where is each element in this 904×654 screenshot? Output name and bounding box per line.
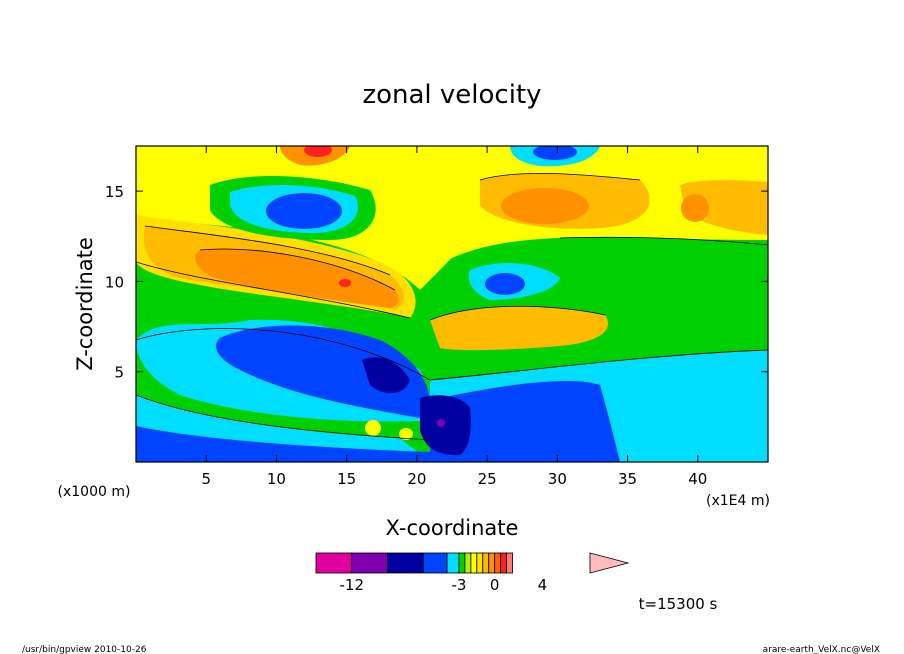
y-tick-label: 10 [105, 273, 124, 291]
blue-mid-lower [216, 325, 431, 420]
footer-right: arare-earth_VelX.nc@VelX [763, 645, 880, 654]
orange-east-spot [681, 194, 709, 222]
x-tick-label: 20 [407, 470, 426, 488]
orange-east-edge [680, 180, 768, 235]
colorbar-segment [470, 552, 478, 574]
footer-left: /usr/bin/gpview 2010-10-26 [22, 645, 147, 654]
x-tick-label: 35 [618, 470, 637, 488]
colorbar-segment [494, 552, 502, 574]
x-tick-label: 25 [478, 470, 497, 488]
x-tick-label: 10 [267, 470, 286, 488]
chart-title: zonal velocity [362, 80, 541, 110]
colorbar-segment [476, 552, 484, 574]
colorbar-segment [488, 552, 496, 574]
blue-nw-blob [266, 193, 342, 229]
navy-mid [362, 357, 410, 394]
contour-line [479, 172, 641, 181]
orange-ne-core [501, 188, 589, 224]
colorbar-tick-label: 4 [538, 576, 548, 594]
colorbar-segment [446, 552, 460, 574]
colorbar-tick-label: 0 [490, 576, 500, 594]
orange-east-band [430, 306, 608, 351]
colorbar-arrow [589, 552, 630, 574]
x-tick-label: 15 [337, 470, 356, 488]
velocity-field [136, 146, 768, 462]
x-axis-label: X-coordinate [386, 516, 519, 540]
colorbar-segment [458, 552, 466, 574]
x-ticks: 5 10 15 20 25 30 35 40 [201, 146, 707, 488]
y-tick-label: 15 [105, 183, 124, 201]
colorbar-tick-label: -12 [339, 576, 364, 594]
contour-line [136, 328, 431, 381]
colorbar-tick-labels: -12 -3 0 4 [339, 576, 547, 594]
y-axis-label: Z-coordinate [73, 237, 97, 371]
contour-line [136, 394, 431, 441]
yellow-bottom-blob [365, 420, 381, 436]
colorbar-tick-label: -3 [451, 576, 466, 594]
x-tick-label: 30 [548, 470, 567, 488]
colorbar-segment [387, 552, 424, 574]
red-top [304, 146, 332, 157]
colorbar-segment [422, 552, 448, 574]
contour-line [429, 305, 606, 321]
contour-line [559, 236, 768, 246]
y-unit-label: (x1000 m) [58, 484, 131, 500]
x-tick-label: 5 [201, 470, 211, 488]
y-ticks: 5 10 15 [105, 183, 768, 382]
red-spot-mid [339, 279, 351, 287]
navy-core [420, 395, 471, 456]
colorbar [315, 552, 630, 574]
colorbar-segment [482, 552, 490, 574]
purple-core [437, 419, 445, 427]
colorbar-segment [351, 552, 388, 574]
contour-line [136, 261, 411, 319]
yellow-bottom-blob-2 [399, 428, 413, 440]
blue-top-east [533, 146, 577, 160]
blue-floor-east [430, 380, 620, 462]
colorbar-segment [315, 552, 353, 574]
colorbar-segment [500, 552, 508, 574]
colorbar-segment [464, 552, 472, 574]
y-tick-label: 5 [114, 364, 124, 382]
plot-frame [135, 145, 769, 463]
contour-line [144, 225, 391, 276]
x-unit-label: (x1E4 m) [706, 493, 770, 509]
x-tick-label: 40 [688, 470, 707, 488]
green-east-band [560, 237, 768, 295]
orange-band-core [195, 249, 399, 308]
contour-lines [136, 172, 768, 441]
blue-east-mid [485, 273, 525, 295]
colorbar-segment [506, 552, 513, 574]
blue-floor-west [136, 426, 430, 462]
contour-line [429, 349, 768, 381]
contour-line [199, 248, 396, 291]
time-label: t=15300 s [639, 595, 718, 613]
